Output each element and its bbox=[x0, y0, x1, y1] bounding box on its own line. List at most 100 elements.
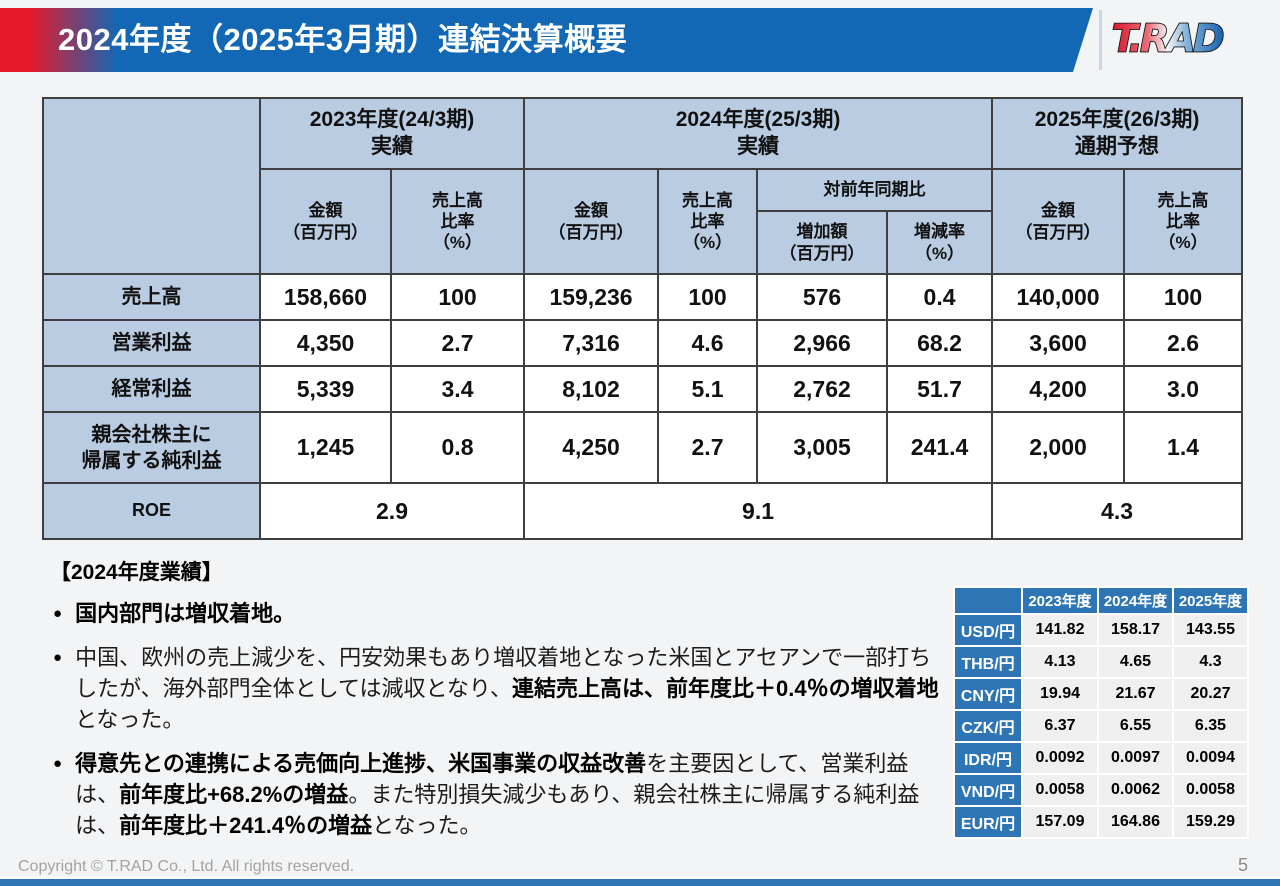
fx-col-header: 2025年度 bbox=[1172, 586, 1249, 615]
subheader-yoy: 対前年同期比 bbox=[756, 168, 994, 212]
fx-value-cell: 159.29 bbox=[1172, 805, 1249, 839]
group-header-2025: 2025年度(26/3期) 通期予想 bbox=[991, 97, 1244, 170]
value-cell: 4,350 bbox=[259, 319, 392, 367]
copyright: Copyright © T.RAD Co., Ltd. All rights r… bbox=[18, 858, 355, 875]
fx-value-cell: 6.37 bbox=[1021, 709, 1099, 743]
fx-value-cell: 4.65 bbox=[1097, 645, 1174, 679]
subheader-sales-ratio: 売上高 比率 （%） bbox=[657, 168, 759, 275]
fx-value-cell: 0.0092 bbox=[1021, 741, 1099, 775]
subheader-amount: 金額 （百万円） bbox=[259, 168, 392, 275]
fx-row-label: IDR/円 bbox=[953, 741, 1023, 775]
list-item: ● 中国、欧州の売上減少を、円安効果もあり増収着地となった米国とアセアンで一部打… bbox=[50, 642, 942, 735]
table-row-ordinary-income: 経常利益 5,339 3.4 8,102 5.1 2,762 51.7 4,20… bbox=[42, 365, 1244, 413]
title-bar-separator bbox=[1099, 10, 1102, 70]
fx-value-cell: 158.17 bbox=[1097, 613, 1174, 647]
subheader-increase-amount: 増加額 （百万円） bbox=[756, 210, 889, 275]
fx-col-header: 2023年度 bbox=[1021, 586, 1099, 615]
value-cell: 4,200 bbox=[991, 365, 1126, 413]
table-row-roe: ROE 2.9 9.1 4.3 bbox=[42, 482, 1244, 540]
value-cell: 2.7 bbox=[657, 411, 759, 484]
commentary-heading: 【2024年度業績】 bbox=[50, 561, 223, 584]
table-row-operating-income: 営業利益 4,350 2.7 7,316 4.6 2,966 68.2 3,60… bbox=[42, 319, 1244, 367]
row-label: 売上高 bbox=[42, 273, 261, 321]
fx-value-cell: 6.35 bbox=[1172, 709, 1249, 743]
row-label: 親会社株主に 帰属する純利益 bbox=[42, 411, 261, 484]
fx-value-cell: 0.0058 bbox=[1021, 773, 1099, 807]
subheader-amount: 金額 （百万円） bbox=[991, 168, 1126, 275]
table-row-thb: THB/円 4.13 4.65 4.3 bbox=[953, 645, 1249, 679]
fx-col-header: 2024年度 bbox=[1097, 586, 1174, 615]
table-row-usd: USD/円 141.82 158.17 143.55 bbox=[953, 613, 1249, 647]
value-cell: 576 bbox=[756, 273, 889, 321]
row-label: ROE bbox=[42, 482, 261, 540]
value-cell: 159,236 bbox=[523, 273, 660, 321]
value-cell: 241.4 bbox=[886, 411, 994, 484]
table-row: 2023年度(24/3期) 実績 2024年度(25/3期) 実績 2025年度… bbox=[42, 97, 1244, 275]
subheader-amount: 金額 （百万円） bbox=[523, 168, 660, 275]
table-row-vnd: VND/円 0.0058 0.0062 0.0058 bbox=[953, 773, 1249, 807]
bullet-text: 中国、欧州の売上減少を、円安効果もあり増収着地となった米国とアセアンで一部打ちし… bbox=[75, 645, 939, 732]
fx-value-cell: 20.27 bbox=[1172, 677, 1249, 711]
fx-value-cell: 21.67 bbox=[1097, 677, 1174, 711]
value-cell: 0.4 bbox=[886, 273, 994, 321]
value-cell: 3.4 bbox=[389, 365, 526, 413]
fx-value-cell: 0.0097 bbox=[1097, 741, 1174, 775]
fx-value-cell: 0.0094 bbox=[1172, 741, 1249, 775]
value-cell: 3.0 bbox=[1123, 365, 1244, 413]
fx-value-cell: 0.0062 bbox=[1097, 773, 1174, 807]
value-cell: 9.1 bbox=[523, 482, 994, 540]
table-row-eur: EUR/円 157.09 164.86 159.29 bbox=[953, 805, 1249, 839]
value-cell: 1.4 bbox=[1123, 411, 1244, 484]
fx-value-cell: 157.09 bbox=[1021, 805, 1099, 839]
table-row: 2023年度 2024年度 2025年度 bbox=[953, 586, 1249, 615]
list-item: ● 得意先との連携による売価向上進捗、米国事業の収益改善を主要因として、営業利益… bbox=[50, 748, 942, 841]
fx-value-cell: 143.55 bbox=[1172, 613, 1249, 647]
value-cell: 68.2 bbox=[886, 319, 994, 367]
page-number: 5 bbox=[1237, 855, 1248, 875]
fx-table: 2023年度 2024年度 2025年度 USD/円 141.82 158.17… bbox=[953, 586, 1249, 839]
value-cell: 8,102 bbox=[523, 365, 660, 413]
subheader-sales-ratio: 売上高 比率 （%） bbox=[1123, 168, 1244, 275]
fx-row-label: THB/円 bbox=[953, 645, 1023, 679]
row-label: 営業利益 bbox=[42, 319, 261, 367]
bullet-text: 国内部門は増収着地。 bbox=[75, 601, 296, 626]
value-cell: 5,339 bbox=[259, 365, 392, 413]
bullet-icon: ● bbox=[53, 649, 63, 666]
results-table: 2023年度(24/3期) 実績 2024年度(25/3期) 実績 2025年度… bbox=[42, 97, 1244, 540]
bullet-list: ● 国内部門は増収着地。 ● 中国、欧州の売上減少を、円安効果もあり増収着地とな… bbox=[50, 598, 942, 841]
group-header-2024: 2024年度(25/3期) 実績 bbox=[523, 97, 994, 170]
value-cell: 140,000 bbox=[991, 273, 1126, 321]
slide-title: 2024年度（2025年3月期）連結決算概要 bbox=[58, 22, 628, 57]
value-cell: 2,000 bbox=[991, 411, 1126, 484]
value-cell: 4.6 bbox=[657, 319, 759, 367]
corner-cell bbox=[42, 97, 261, 275]
fx-value-cell: 164.86 bbox=[1097, 805, 1174, 839]
table-row-sales: 売上高 158,660 100 159,236 100 576 0.4 140,… bbox=[42, 273, 1244, 321]
value-cell: 158,660 bbox=[259, 273, 392, 321]
table-row-cny: CNY/円 19.94 21.67 20.27 bbox=[953, 677, 1249, 711]
value-cell: 3,600 bbox=[991, 319, 1126, 367]
table-row-czk: CZK/円 6.37 6.55 6.35 bbox=[953, 709, 1249, 743]
value-cell: 5.1 bbox=[657, 365, 759, 413]
table-row: 増加額 （百万円） 増減率 （%） bbox=[43, 210, 1242, 275]
table-row: 金額 （百万円） 売上高 比率 （%） 金額 （百万円） 売上高 比率 （%） … bbox=[43, 168, 1244, 275]
value-cell: 2.6 bbox=[1123, 319, 1244, 367]
fx-value-cell: 19.94 bbox=[1021, 677, 1099, 711]
value-cell: 100 bbox=[1123, 273, 1244, 321]
fx-row-label: CNY/円 bbox=[953, 677, 1023, 711]
fx-value-cell: 4.3 bbox=[1172, 645, 1249, 679]
value-cell: 2.9 bbox=[258, 482, 526, 540]
value-cell: 2.7 bbox=[389, 319, 526, 367]
title-bar: 2024年度（2025年3月期）連結決算概要 bbox=[0, 8, 1093, 72]
value-cell: 4.3 bbox=[991, 482, 1244, 540]
trad-logo-icon: T.RAD bbox=[1108, 11, 1260, 70]
value-cell: 1,245 bbox=[259, 411, 392, 484]
value-cell: 51.7 bbox=[886, 365, 994, 413]
value-cell: 0.8 bbox=[389, 411, 526, 484]
fx-value-cell: 4.13 bbox=[1021, 645, 1099, 679]
row-label: 経常利益 bbox=[42, 365, 261, 413]
group-header-2023: 2023年度(24/3期) 実績 bbox=[258, 97, 526, 170]
bullet-icon: ● bbox=[53, 755, 63, 772]
table-row-net-income: 親会社株主に 帰属する純利益 1,245 0.8 4,250 2.7 3,005… bbox=[42, 411, 1244, 484]
value-cell: 2,966 bbox=[756, 319, 889, 367]
